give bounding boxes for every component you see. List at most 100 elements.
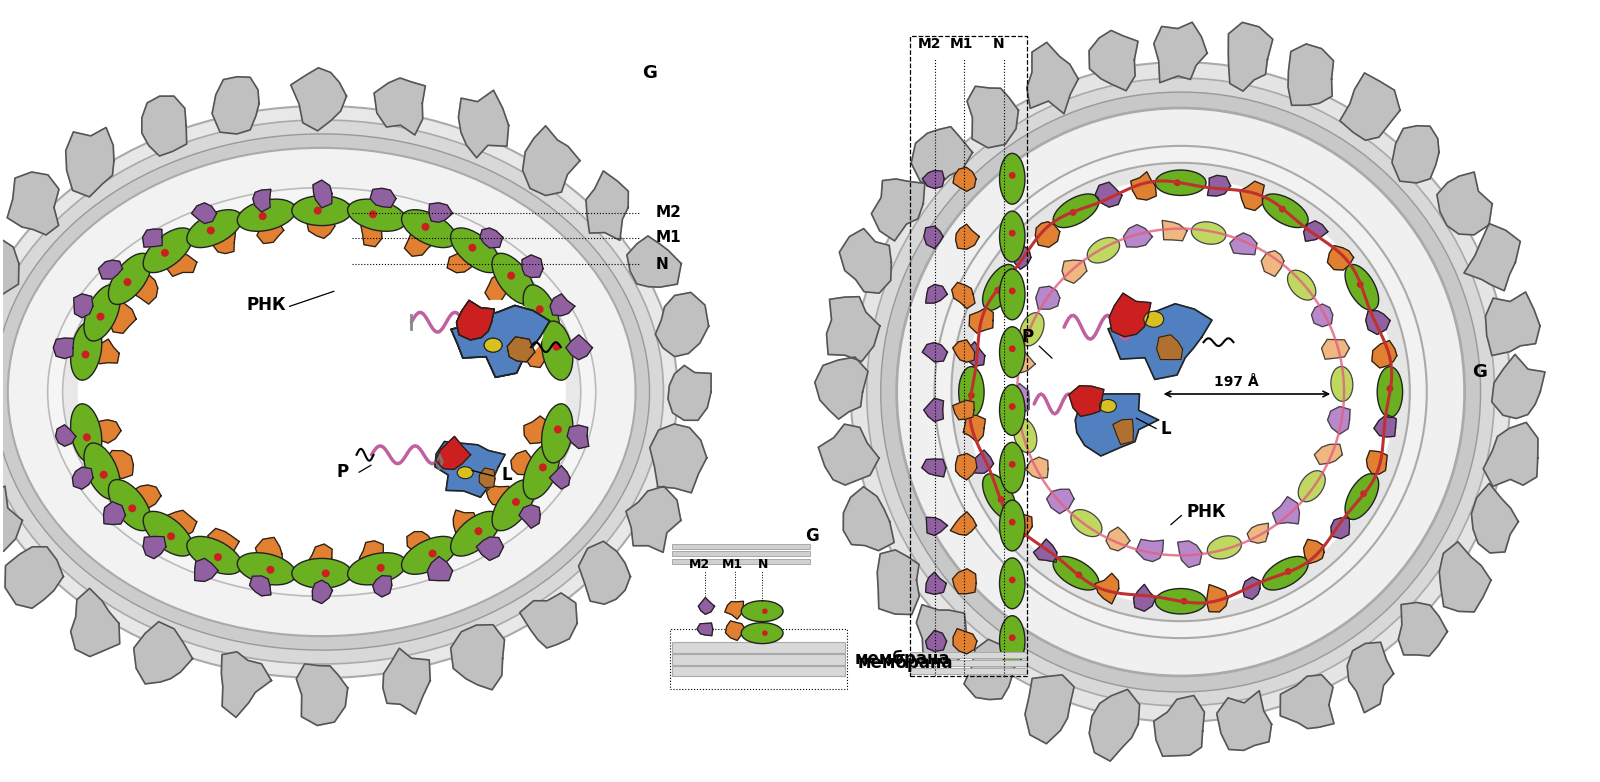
Ellipse shape — [741, 622, 782, 644]
Polygon shape — [374, 78, 426, 135]
Polygon shape — [970, 450, 994, 473]
Polygon shape — [362, 217, 382, 246]
Polygon shape — [429, 203, 453, 222]
Polygon shape — [509, 310, 534, 334]
Polygon shape — [725, 601, 744, 619]
Polygon shape — [1240, 181, 1264, 210]
Polygon shape — [307, 213, 334, 239]
Bar — [672, 551, 810, 556]
Polygon shape — [1090, 30, 1138, 91]
Ellipse shape — [493, 253, 534, 304]
Ellipse shape — [741, 601, 782, 622]
Text: P: P — [1021, 328, 1034, 346]
Polygon shape — [142, 96, 187, 156]
Polygon shape — [435, 436, 470, 469]
Ellipse shape — [451, 511, 501, 556]
Polygon shape — [1035, 286, 1059, 309]
Polygon shape — [1314, 444, 1342, 465]
Circle shape — [934, 146, 1427, 638]
Polygon shape — [1366, 450, 1387, 474]
Polygon shape — [8, 172, 59, 235]
Polygon shape — [0, 231, 19, 298]
Polygon shape — [382, 648, 430, 714]
Polygon shape — [507, 337, 534, 362]
Ellipse shape — [982, 264, 1016, 310]
Text: РНК: РНК — [1187, 503, 1226, 521]
Polygon shape — [954, 629, 978, 654]
Polygon shape — [1366, 310, 1390, 335]
Polygon shape — [626, 486, 682, 552]
Polygon shape — [107, 303, 136, 333]
Polygon shape — [307, 544, 333, 572]
Polygon shape — [485, 273, 509, 303]
Polygon shape — [1034, 539, 1056, 562]
Ellipse shape — [1099, 400, 1117, 412]
Polygon shape — [258, 219, 283, 243]
Ellipse shape — [82, 350, 90, 358]
Ellipse shape — [542, 321, 573, 380]
Polygon shape — [446, 247, 477, 273]
Ellipse shape — [347, 553, 406, 585]
Polygon shape — [1046, 490, 1074, 514]
Polygon shape — [250, 576, 270, 596]
Polygon shape — [1157, 335, 1182, 360]
Ellipse shape — [554, 425, 562, 433]
Text: G: G — [1472, 363, 1488, 381]
Polygon shape — [91, 339, 120, 364]
Text: N: N — [992, 38, 1003, 52]
Polygon shape — [1062, 260, 1086, 283]
Polygon shape — [1094, 182, 1122, 207]
Polygon shape — [211, 227, 235, 253]
Polygon shape — [1328, 407, 1350, 434]
Bar — [670, 630, 846, 689]
Polygon shape — [133, 485, 162, 508]
Polygon shape — [93, 420, 122, 443]
Bar — [672, 559, 810, 564]
Text: L: L — [501, 466, 512, 484]
Bar — [910, 660, 1027, 666]
Ellipse shape — [1331, 367, 1354, 401]
Polygon shape — [926, 572, 946, 594]
Polygon shape — [312, 580, 333, 604]
Polygon shape — [1090, 690, 1139, 761]
Polygon shape — [451, 625, 504, 690]
Polygon shape — [725, 621, 746, 640]
Circle shape — [867, 78, 1494, 706]
Ellipse shape — [83, 433, 91, 441]
Ellipse shape — [83, 285, 120, 341]
Text: M2: M2 — [917, 38, 941, 52]
Ellipse shape — [1000, 153, 1026, 204]
Ellipse shape — [552, 343, 560, 350]
Ellipse shape — [1010, 288, 1016, 294]
Polygon shape — [954, 167, 976, 192]
Ellipse shape — [1094, 290, 1203, 364]
Polygon shape — [405, 229, 434, 256]
Polygon shape — [520, 593, 578, 648]
Text: РНК: РНК — [246, 296, 286, 314]
Polygon shape — [550, 294, 574, 316]
Polygon shape — [1288, 44, 1333, 106]
Text: M2: M2 — [656, 205, 682, 221]
Polygon shape — [1075, 394, 1158, 456]
Polygon shape — [507, 337, 534, 362]
Polygon shape — [99, 260, 123, 279]
Polygon shape — [586, 171, 629, 240]
Polygon shape — [1094, 573, 1118, 604]
Ellipse shape — [1070, 209, 1077, 216]
Polygon shape — [134, 622, 192, 684]
Ellipse shape — [1010, 634, 1016, 641]
Polygon shape — [1010, 515, 1032, 539]
Polygon shape — [1178, 541, 1202, 568]
Polygon shape — [1069, 386, 1104, 416]
Polygon shape — [963, 640, 1019, 700]
Ellipse shape — [536, 305, 544, 314]
Polygon shape — [952, 282, 974, 309]
Polygon shape — [213, 77, 259, 134]
Polygon shape — [1133, 584, 1155, 612]
Polygon shape — [314, 180, 331, 208]
Ellipse shape — [1262, 194, 1309, 228]
Ellipse shape — [402, 210, 456, 248]
Polygon shape — [579, 541, 630, 604]
Polygon shape — [1131, 172, 1157, 200]
Circle shape — [880, 92, 1480, 692]
